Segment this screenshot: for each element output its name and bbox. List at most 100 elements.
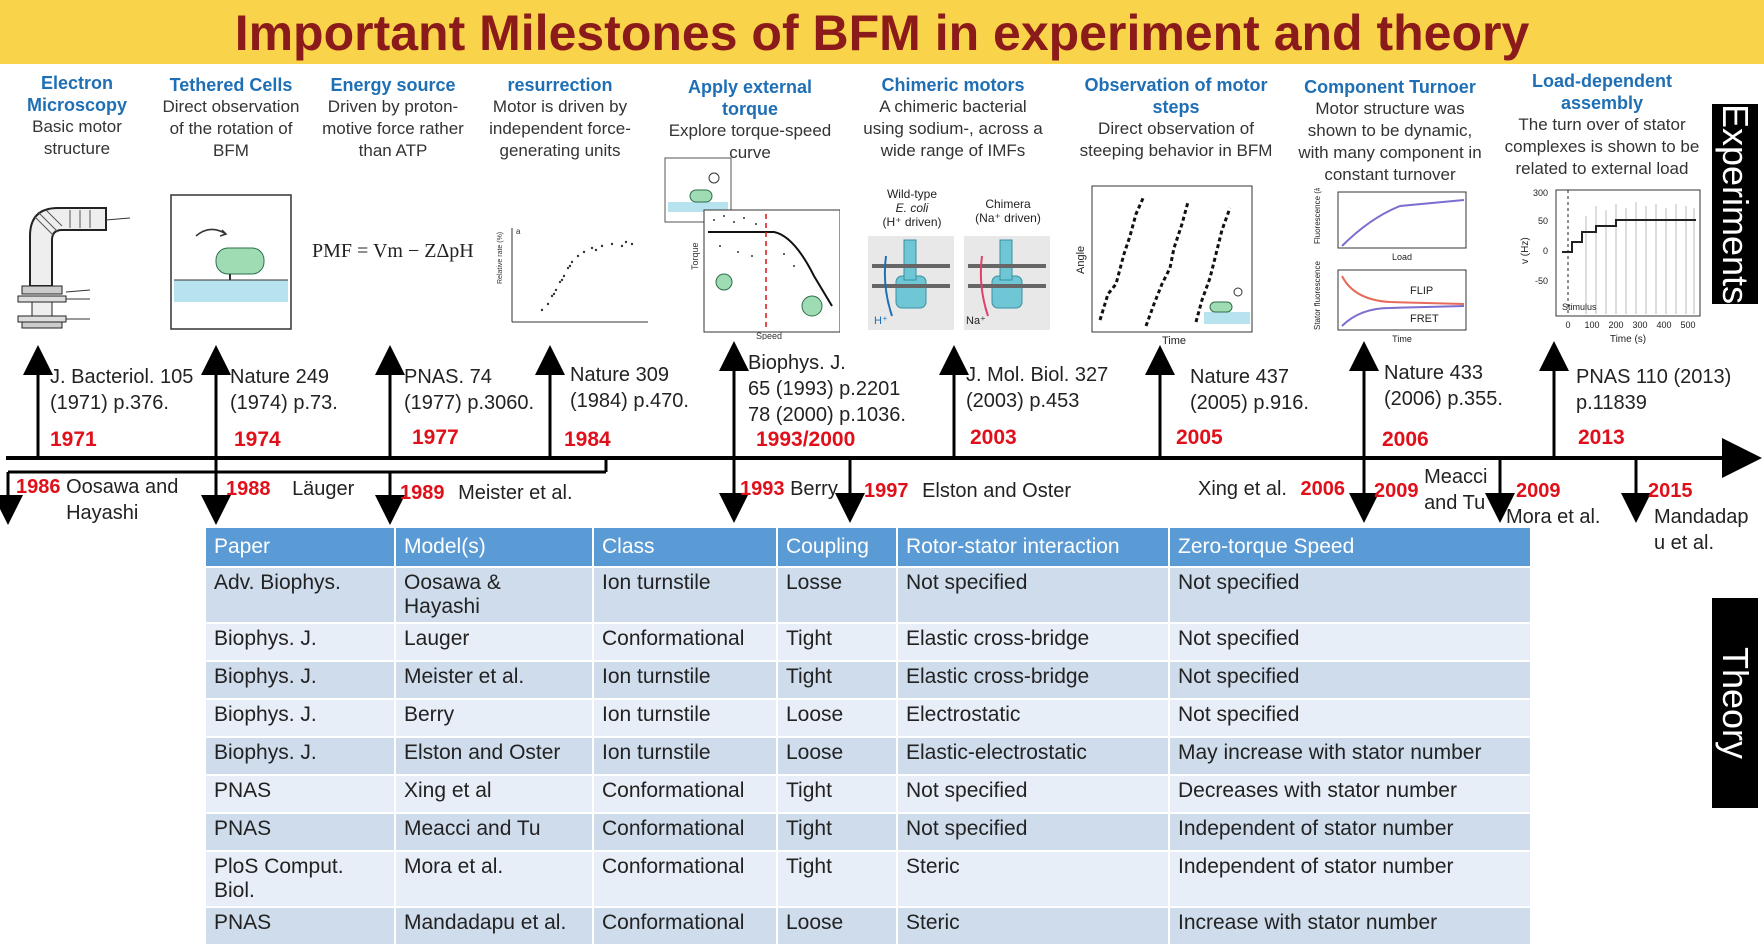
experiment-4: resurrection Motor is driven by independ…: [480, 74, 640, 162]
table-cell: Elastic cross-bridge: [898, 624, 1168, 660]
table-cell: Not specified: [1170, 662, 1530, 698]
theory-year: 2009: [1374, 480, 1419, 502]
experiment-heading: Chimeric motors: [881, 75, 1025, 95]
table-cell: Biophys. J.: [206, 624, 394, 660]
table-cell: Not specified: [898, 814, 1168, 850]
reference: Nature 433 (2006) p.355.: [1384, 362, 1503, 410]
year-label: 2006: [1382, 428, 1429, 451]
table-cell: Decreases with stator number: [1170, 776, 1530, 812]
table-cell: Tight: [778, 814, 896, 850]
theory-author: Elston and Oster: [922, 480, 1072, 502]
motor-structure-drawing-icon: [17, 207, 131, 329]
table-row: PNAS Mandadapu et al. Conformational Loo…: [206, 908, 1530, 944]
theory-milestone: Xing et al. 2006: [1198, 476, 1345, 502]
table-row: PNAS Xing et al Conformational Tight Not…: [206, 776, 1530, 812]
experiment-heading: resurrection: [507, 75, 613, 95]
column-header: Zero-torque Speed: [1170, 528, 1530, 566]
experiment-desc: Motor is driven by independent force-gen…: [489, 97, 631, 160]
table-cell: Tight: [778, 852, 896, 906]
theory-author: Meacci and Tu: [1424, 466, 1488, 514]
y-tick: 50: [1538, 216, 1548, 226]
table-cell: Biophys. J.: [206, 738, 394, 774]
experiment-desc: Basic motor structure: [32, 117, 122, 158]
theory-milestone: 1997 Elston and Oster: [864, 478, 1071, 504]
table-cell: Tight: [778, 776, 896, 812]
theory-author: Meister et al.: [458, 482, 573, 504]
theory-year: 1986: [16, 476, 61, 498]
table-cell: Ion turnstile: [594, 738, 776, 774]
resurrection-plot: Relative rate (%) a: [497, 227, 648, 323]
table-cell: Independent of stator number: [1170, 852, 1530, 906]
table-cell: Tight: [778, 662, 896, 698]
experiment-heading: Component Turnoer: [1304, 77, 1476, 97]
table-cell: Biophys. J.: [206, 662, 394, 698]
y-tick: 0: [1543, 246, 1548, 256]
theory-author: Läuger: [292, 478, 355, 500]
panel-letter: a: [516, 227, 521, 236]
angle-axis-label: Angle: [1075, 246, 1087, 274]
year-label: 2013: [1578, 426, 1625, 449]
ecoli-label: E. coli: [896, 201, 929, 215]
column-header: Rotor-stator interaction: [898, 528, 1168, 566]
table-cell: Conformational: [594, 852, 776, 906]
column-header: Paper: [206, 528, 394, 566]
theory-year: 1989: [400, 482, 445, 504]
table-cell: Not specified: [1170, 624, 1530, 660]
y-tick: -50: [1535, 276, 1548, 286]
year-label: 1977: [412, 426, 459, 449]
theory-author: Xing et al.: [1198, 478, 1287, 500]
column-header: Model(s): [396, 528, 592, 566]
table-cell: Not specified: [898, 776, 1168, 812]
reference: J. Mol. Biol. 327 (2003) p.453: [966, 364, 1109, 412]
experiment-desc: Driven by proton-motive force rather tha…: [322, 97, 464, 160]
table-cell: Elastic-electrostatic: [898, 738, 1168, 774]
table-cell: Conformational: [594, 624, 776, 660]
table-cell: Conformational: [594, 814, 776, 850]
experiment-3: Energy source Driven by proton-motive fo…: [318, 74, 468, 162]
table-cell: Conformational: [594, 776, 776, 812]
theory-milestone: 1986 Oosawa and Hayashi: [16, 474, 178, 526]
experiment-desc: Direct observation of steeping behavior …: [1079, 119, 1273, 160]
theory-models-table: Paper Model(s) Class Coupling Rotor-stat…: [204, 526, 1532, 946]
table-row: Adv. Biophys. Oosawa & Hayashi Ion turns…: [206, 568, 1530, 622]
x-tick: 0: [1565, 320, 1570, 330]
title-banner: [0, 0, 1764, 64]
timeline: [0, 341, 1762, 525]
theory-author: Mora et al.: [1506, 506, 1601, 528]
theory-year: 2009: [1516, 480, 1561, 502]
year-label: 1993/2000: [756, 428, 856, 451]
table-cell: Tight: [778, 624, 896, 660]
table-cell: Increase with stator number: [1170, 908, 1530, 944]
reference: Nature 249 (1974) p.73.: [230, 366, 338, 414]
table-cell: Mora et al.: [396, 852, 592, 906]
year-label: 1971: [50, 428, 97, 451]
table-cell: Biophys. J.: [206, 700, 394, 736]
column-header: Class: [594, 528, 776, 566]
table-cell: Loose: [778, 738, 896, 774]
experiment-heading: Load-dependent assembly: [1532, 71, 1672, 113]
table-row: Biophys. J. Berry Ion turnstile Loose El…: [206, 700, 1530, 736]
time-axis-label: Time: [1392, 334, 1412, 344]
stimulus-label: Stimulus: [1562, 302, 1597, 312]
x-tick: 100: [1584, 320, 1599, 330]
fret-label: FRET: [1410, 313, 1439, 325]
v-hz-axis-label: v (Hz): [1520, 237, 1531, 264]
stator-fluorescence-axis-label: Stator fluorescence: [1313, 261, 1322, 330]
experiment-1: Electron Microscopy Basic motor structur…: [14, 72, 140, 160]
reference: Nature 437 (2005) p.916.: [1190, 366, 1309, 414]
pmf-equation: PMF = Vm − ZΔpH: [312, 240, 474, 262]
experiment-9: Load-dependent assembly The turn over of…: [1496, 70, 1708, 180]
load-dependent-assembly-plot: 300 50 0 -50 v (Hz) Stimulus 0 100 200 3…: [1520, 188, 1701, 345]
table-row: Biophys. J. Elston and Oster Ion turnsti…: [206, 738, 1530, 774]
column-header: Coupling: [778, 528, 896, 566]
experiment-2: Tethered Cells Direct observation of the…: [156, 74, 306, 162]
torque-speed-plot: Torque Speed: [664, 157, 840, 340]
table-header-row: Paper Model(s) Class Coupling Rotor-stat…: [206, 528, 1530, 566]
load-axis-label: Load: [1392, 252, 1412, 262]
chimera-label: Chimera: [985, 197, 1031, 211]
table-row: Biophys. J. Lauger Conformational Tight …: [206, 624, 1530, 660]
na-driven-label: (Na⁺ driven): [975, 211, 1041, 225]
experiment-6: Chimeric motors A chimeric bacterial usi…: [860, 74, 1046, 162]
experiment-heading: Apply external torque: [687, 77, 813, 119]
theory-milestone: 1988 Läuger: [226, 476, 354, 502]
